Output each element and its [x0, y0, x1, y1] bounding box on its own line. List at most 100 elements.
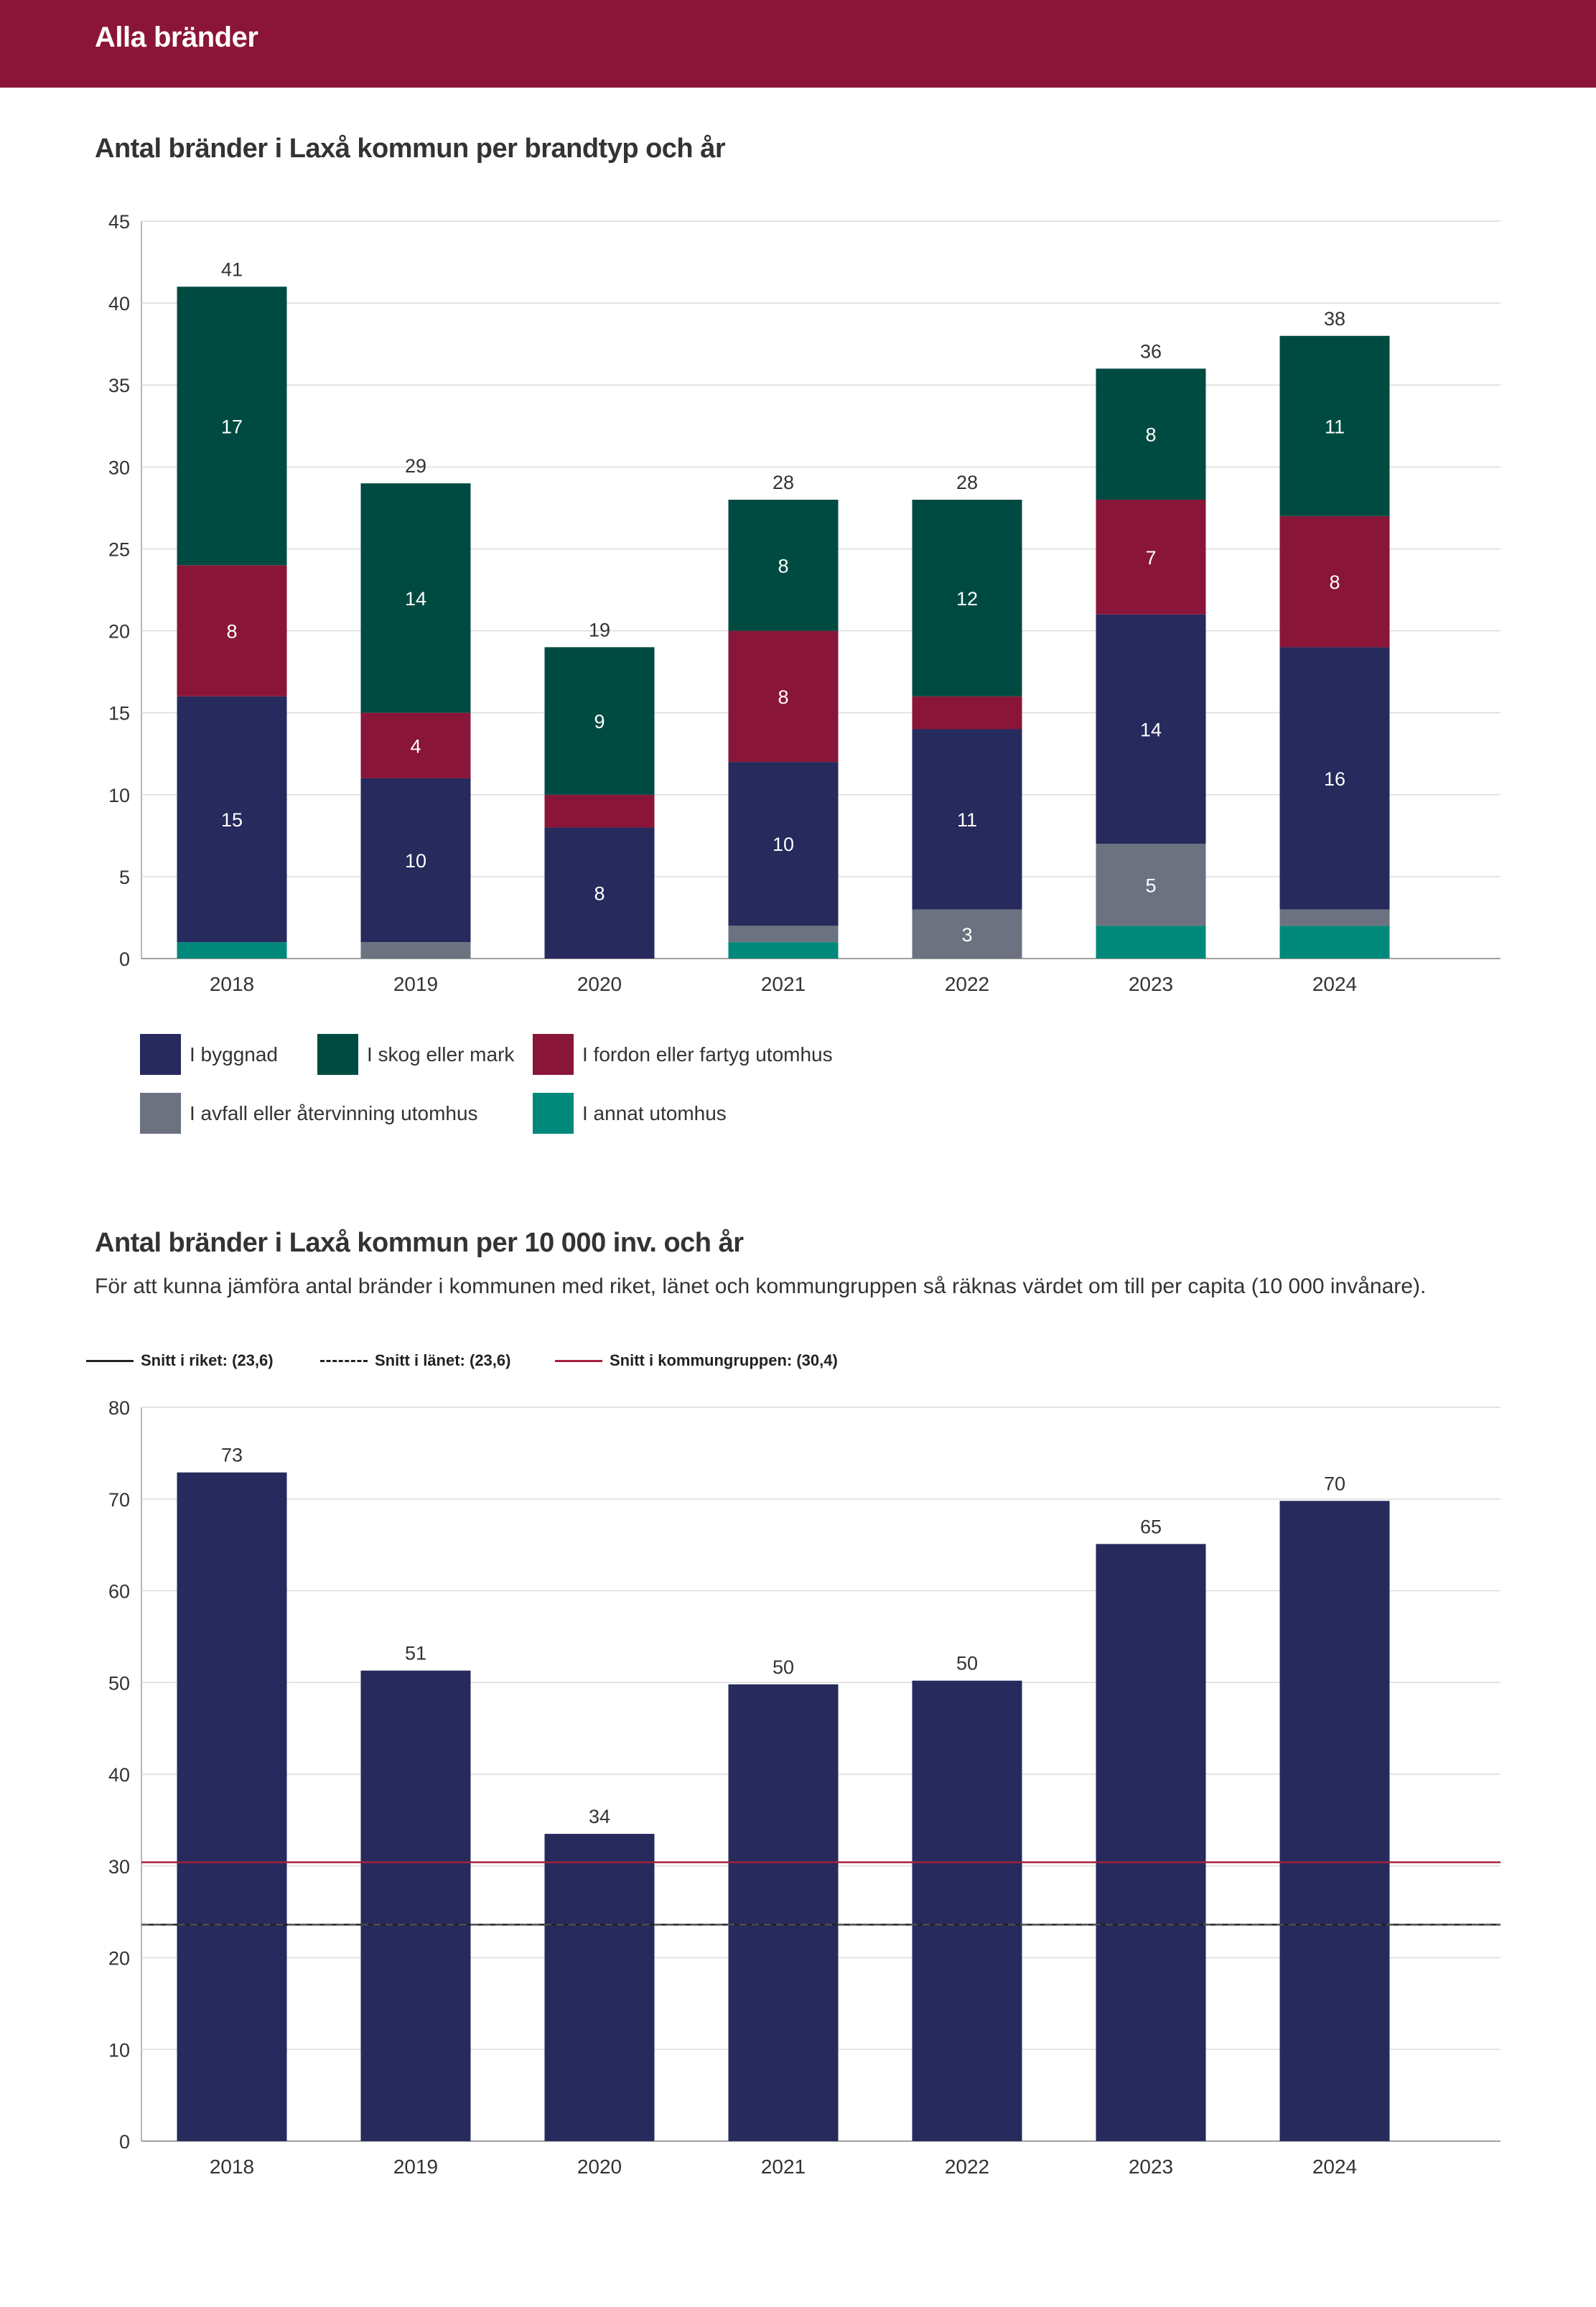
y-tick-label: 25: [108, 539, 130, 560]
bar: [544, 1834, 655, 2141]
bar-segment-label: 8: [778, 555, 788, 577]
y-tick-label: 30: [108, 457, 130, 478]
bar: [360, 1670, 471, 2141]
bar-value-label: 65: [1140, 1516, 1162, 1537]
bar-segment-label: 8: [594, 883, 605, 905]
chart2-plot: 0 10 20 30 40 50 60 70 80 73 2018 51 2019 34 2020 50 202…: [108, 1397, 1501, 2178]
x-tick-label: 2023: [1129, 973, 1173, 995]
chart1-legend: I byggnad I skog eller mark I fordon ell…: [140, 1034, 1361, 1134]
x-tick-label: 2024: [1312, 2155, 1357, 2178]
y-tick-label: 80: [108, 1397, 130, 1419]
legend-line-riket: [86, 1359, 134, 1362]
bar-total-label: 41: [221, 258, 243, 280]
legend-line-lanet: [320, 1359, 368, 1362]
bar-segment-label: 10: [773, 834, 794, 855]
bar: [912, 1680, 1022, 2141]
legend-label-avfall: I avfall eller återvinning utomhus: [190, 1101, 478, 1124]
legend-swatch-avfall: [140, 1093, 181, 1134]
bar-segment: [912, 499, 1022, 696]
bar-segment-label: 16: [1324, 768, 1345, 790]
y-tick-label: 5: [119, 867, 130, 888]
bar-segment: [912, 909, 1022, 959]
x-tick-label: 2018: [210, 973, 254, 995]
bar-value-label: 50: [773, 1656, 794, 1678]
chart2-legend: Snitt i riket: (23,6) Snitt i länet: (23…: [86, 1351, 948, 1380]
bar: [1096, 1544, 1206, 2141]
bar-segment-label: 17: [221, 416, 243, 437]
bar-value-label: 70: [1324, 1473, 1345, 1494]
chart2-title: Antal bränder i Laxå kommun per 10 000 i…: [95, 1228, 744, 1258]
legend-swatch-skog: [317, 1034, 358, 1075]
bar-segment: [544, 827, 655, 959]
bar-segment-label: 15: [221, 809, 243, 831]
y-tick-label: 70: [108, 1489, 130, 1511]
x-tick-label: 2019: [393, 973, 438, 995]
bar-segment: [1096, 499, 1206, 615]
legend-item-lanet: Snitt i länet: (23,6): [320, 1351, 510, 1370]
bar-value-label: 34: [589, 1806, 610, 1827]
y-tick-label: 10: [108, 785, 130, 806]
bar-segment-label: 12: [956, 588, 978, 610]
bar-segment-label: 10: [405, 850, 426, 872]
bar-segment: [728, 499, 839, 631]
bar-segment-label: 8: [1145, 424, 1156, 446]
bar-total-label: 29: [405, 455, 426, 477]
x-tick-label: 2018: [210, 2155, 254, 2178]
bar-segment-label: 7: [1145, 547, 1156, 569]
bar-segment-label: 8: [1329, 572, 1340, 593]
legend-label-byggnad: I byggnad: [190, 1043, 278, 1066]
bar-segment: [360, 483, 471, 713]
y-tick-label: 0: [119, 2131, 130, 2153]
bar-segment: [1096, 368, 1206, 500]
bar-segment: [1096, 844, 1206, 926]
legend-line-kommungruppen: [555, 1359, 602, 1362]
y-tick-label: 30: [108, 1856, 130, 1878]
bar-segment: [728, 762, 839, 926]
x-tick-label: 2020: [577, 973, 622, 995]
chart2-description: För att kunna jämföra antal bränder i ko…: [95, 1274, 1427, 1298]
y-tick-label: 10: [108, 2039, 130, 2061]
bar: [177, 1472, 287, 2141]
x-tick-label: 2021: [761, 2155, 806, 2178]
y-tick-label: 40: [108, 1764, 130, 1786]
y-tick-label: 0: [119, 949, 130, 970]
x-tick-label: 2024: [1312, 973, 1357, 995]
bar-segment: [912, 696, 1022, 730]
bar-segment: [912, 729, 1022, 910]
legend-label-kommungruppen: Snitt i kommungruppen: (30,4): [610, 1351, 838, 1369]
x-tick-label: 2022: [945, 2155, 989, 2178]
bar-segment: [544, 647, 655, 795]
legend-item-byggnad: I byggnad: [140, 1034, 278, 1075]
bar-segment-label: 4: [410, 735, 421, 757]
legend-label-fordon: I fordon eller fartyg utomhus: [582, 1043, 833, 1066]
bar-segment: [728, 926, 839, 943]
legend-label-lanet: Snitt i länet: (23,6): [375, 1351, 511, 1369]
bar-segment-label: 8: [226, 621, 237, 643]
bar-total-label: 28: [773, 472, 794, 493]
bar-segment: [1279, 647, 1390, 910]
legend-item-riket: Snitt i riket: (23,6): [86, 1351, 274, 1370]
bar-segment-label: 3: [961, 924, 972, 946]
bar-segment: [1279, 926, 1390, 959]
page-title: Alla bränder: [95, 22, 258, 53]
legend-item-avfall: I avfall eller återvinning utomhus: [140, 1093, 478, 1134]
legend-item-skog: I skog eller mark: [317, 1034, 514, 1075]
bar-segment: [177, 565, 287, 696]
bar-segment-label: 14: [1140, 719, 1162, 740]
x-tick-label: 2021: [761, 973, 806, 995]
bar-segment: [177, 942, 287, 959]
legend-item-fordon: I fordon eller fartyg utomhus: [533, 1034, 833, 1075]
bar-segment: [728, 630, 839, 763]
bar-segment: [360, 942, 471, 959]
bar-segment: [1279, 335, 1390, 516]
bar-total-label: 38: [1324, 308, 1345, 330]
legend-swatch-fordon: [533, 1034, 574, 1075]
bar-total-label: 28: [956, 472, 978, 493]
bar-segment-label: 9: [594, 711, 605, 732]
bar-value-label: 50: [956, 1653, 978, 1674]
x-tick-label: 2023: [1129, 2155, 1173, 2178]
y-tick-label: 40: [108, 293, 130, 314]
bar-total-label: 36: [1140, 340, 1162, 362]
y-tick-label: 15: [108, 703, 130, 724]
chart1-plot: 0510152025303540451581741201810414292019…: [108, 211, 1501, 995]
